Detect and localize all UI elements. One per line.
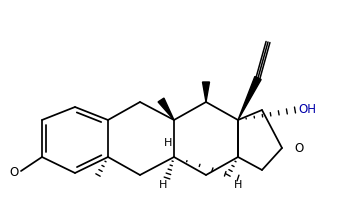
- Polygon shape: [158, 98, 174, 120]
- Text: H: H: [159, 180, 167, 190]
- Text: O: O: [9, 165, 19, 178]
- Text: O: O: [294, 143, 303, 155]
- Polygon shape: [202, 82, 210, 102]
- Text: H: H: [164, 138, 172, 148]
- Polygon shape: [238, 77, 261, 120]
- Text: H: H: [234, 180, 242, 190]
- Text: OH: OH: [298, 103, 316, 115]
